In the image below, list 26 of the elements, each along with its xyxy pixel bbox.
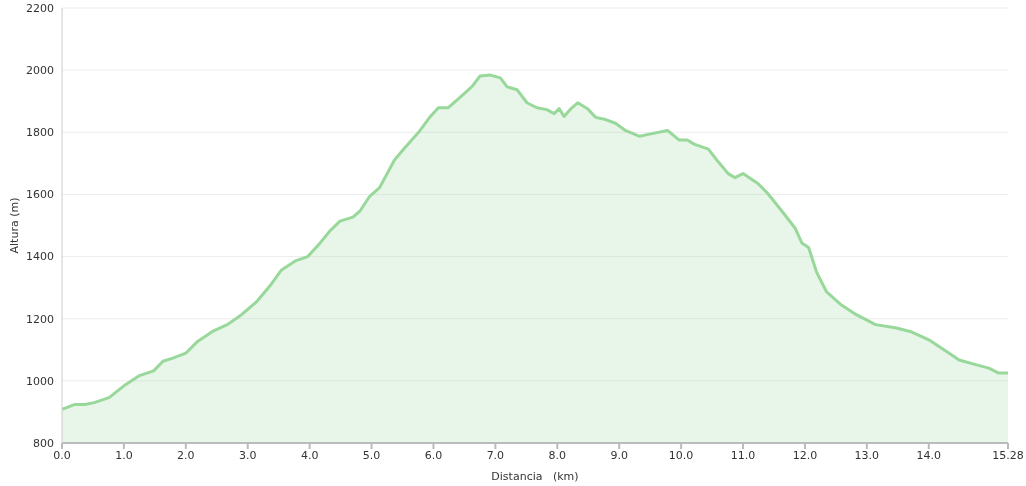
x-tick-label: 11.0 — [730, 448, 756, 462]
y-tick-label: 2000 — [26, 64, 54, 78]
x-tick-label: 7.0 — [486, 448, 505, 462]
x-tick-label: 14.0 — [916, 448, 941, 462]
y-tick-label: 800 — [33, 436, 54, 450]
x-tick-label: 1.0 — [115, 448, 133, 462]
y-tick-label: 1200 — [26, 312, 54, 326]
x-tick-label: 2.0 — [177, 448, 195, 462]
y-tick-label: 2200 — [26, 1, 54, 15]
x-tick-label: 10.0 — [668, 448, 694, 462]
x-tick-label: 0.0 — [53, 448, 71, 462]
y-tick-label: 1400 — [26, 250, 54, 264]
y-axis-title: Altura (m) — [7, 197, 21, 254]
y-tick-label: 1600 — [26, 188, 54, 202]
x-tick-label: 3.0 — [238, 448, 257, 462]
x-tick-label: 15.28 — [992, 448, 1024, 462]
x-axis-title: Distancia (km) — [491, 470, 579, 483]
x-tick-label: 13.0 — [854, 448, 880, 462]
x-tick-label: 12.0 — [792, 448, 818, 462]
y-tick-label: 1000 — [26, 374, 54, 388]
x-tick-label: 5.0 — [362, 448, 381, 462]
x-tick-label: 4.0 — [300, 448, 319, 462]
x-tick-label: 6.0 — [424, 448, 443, 462]
x-tick-label: 8.0 — [548, 448, 567, 462]
y-tick-label: 1800 — [26, 126, 54, 140]
x-tick-label: 9.0 — [610, 448, 628, 462]
